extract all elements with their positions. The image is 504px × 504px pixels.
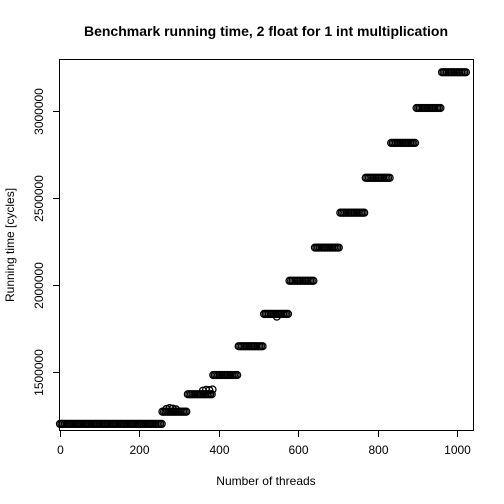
x-tick-label: 0	[57, 443, 64, 457]
y-tick-label: 3000000	[32, 88, 46, 135]
data-point	[182, 407, 191, 416]
data-point	[283, 309, 293, 319]
data-point	[334, 243, 343, 252]
x-tick-label: 200	[129, 443, 149, 457]
data-point	[207, 390, 216, 399]
data-point	[360, 208, 369, 217]
y-axis-label: Running time [cycles]	[3, 188, 17, 302]
x-tick-label: 1000	[444, 443, 471, 457]
y-tick-label: 1500000	[32, 349, 46, 396]
data-point	[272, 312, 281, 321]
data-point	[309, 276, 318, 285]
data-point	[208, 385, 217, 394]
data-points	[55, 68, 471, 429]
data-point	[436, 103, 445, 113]
data-point	[171, 405, 181, 414]
data-point	[168, 404, 177, 413]
data-point	[232, 370, 242, 380]
plot-frame	[59, 59, 474, 431]
data-point	[157, 419, 166, 429]
x-axis-label: Number of threads	[216, 474, 315, 488]
data-point	[258, 342, 267, 351]
y-axis: 1500000 2000000 2500000 3000000	[32, 88, 60, 396]
y-tick-label: 2500000	[32, 175, 46, 222]
x-tick-label: 400	[209, 443, 229, 457]
data-point	[461, 68, 471, 77]
y-tick-label: 2000000	[32, 262, 46, 309]
data-point	[205, 386, 214, 395]
x-axis: 0 200 400 600 800 1000	[57, 430, 471, 457]
x-tick-label: 600	[288, 443, 308, 457]
chart-title: Benchmark running time, 2 float for 1 in…	[84, 23, 448, 39]
x-tick-label: 800	[368, 443, 388, 457]
data-point	[385, 173, 394, 182]
data-point	[410, 138, 420, 148]
